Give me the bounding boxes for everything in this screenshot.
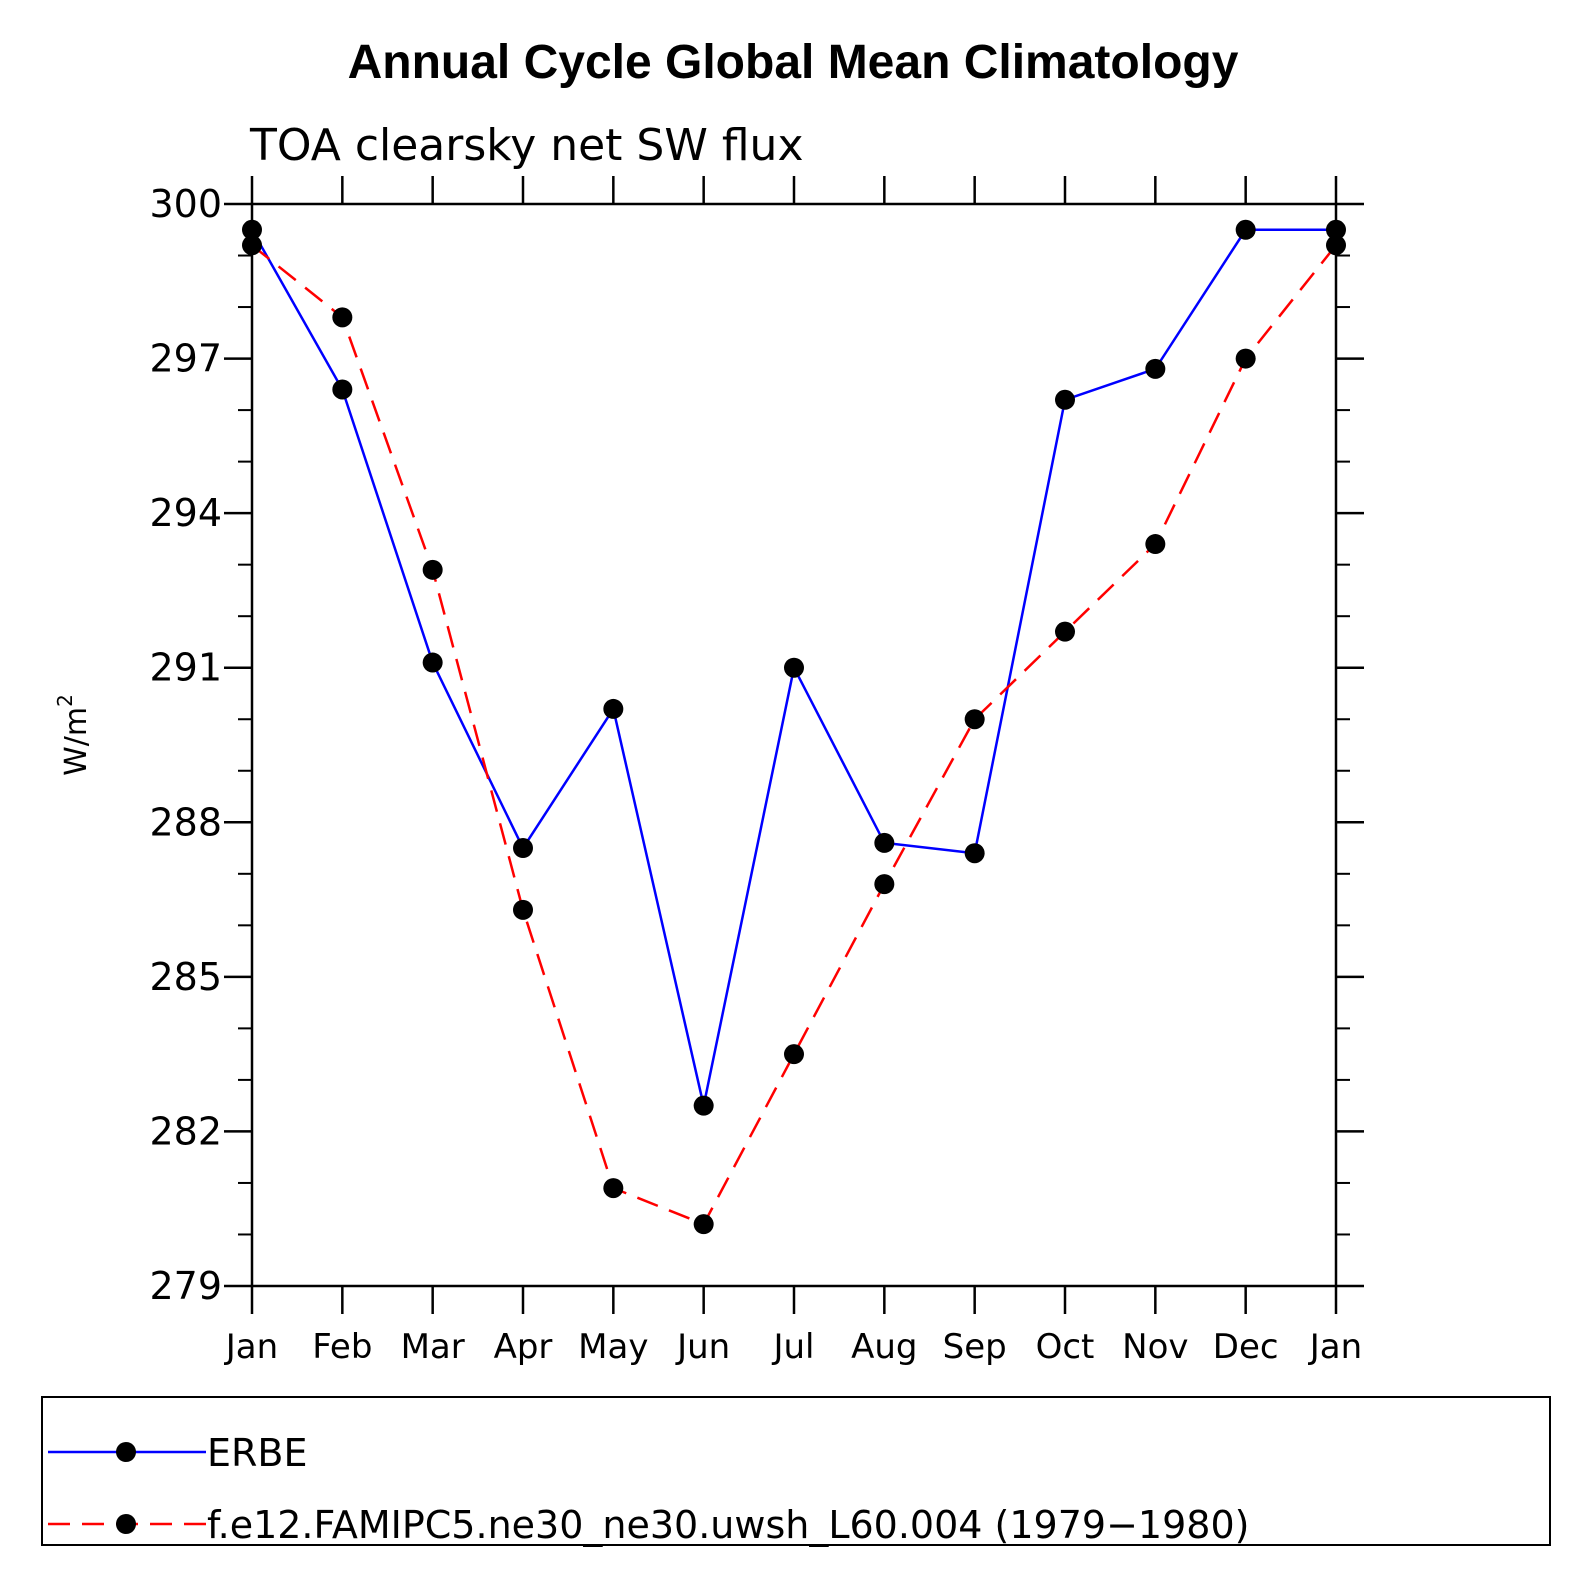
legend-box — [41, 1396, 1551, 1546]
x-tick-label: Jan — [1308, 1327, 1362, 1367]
y-axis-label-superscript: 2 — [53, 694, 77, 707]
series-1-markers — [242, 219, 1346, 1116]
y-tick-label: 279 — [149, 1264, 222, 1308]
y-tick-label: 300 — [149, 182, 222, 226]
series-line — [251, 244, 1337, 1226]
plot-frame — [250, 202, 1338, 1288]
legend-item-2: f.e12.FAMIPC5.ne30_ne30.uwsh_L60.004 (19… — [48, 1503, 1249, 1547]
plot-border — [250, 202, 1338, 1288]
y-tick-label: 297 — [149, 337, 222, 381]
y-axis-label: W/m2 — [53, 694, 94, 776]
chart-subtitle: TOA clearsky net SW flux — [249, 120, 803, 171]
x-tick-label: Feb — [312, 1327, 372, 1367]
data-point — [693, 1095, 714, 1116]
y-tick-label: 282 — [149, 1109, 222, 1153]
data-point — [1145, 358, 1166, 379]
data-point — [784, 1044, 804, 1065]
x-tick-label: Aug — [851, 1327, 917, 1367]
data-point — [422, 559, 443, 580]
data-point — [242, 235, 262, 256]
data-point — [603, 698, 624, 719]
x-tick-label: Nov — [1122, 1327, 1188, 1367]
svg-text:W/m2: W/m2 — [53, 694, 94, 776]
x-tick-label: Jul — [771, 1327, 814, 1367]
legend: ERBE f.e12.FAMIPC5.ne30_ne30.uwsh_L60.004… — [41, 1396, 1551, 1547]
data-point — [1235, 219, 1256, 240]
data-point — [1326, 219, 1346, 240]
data-point — [513, 899, 533, 920]
legend-label: ERBE — [207, 1431, 308, 1475]
data-point — [1055, 621, 1075, 642]
data-point — [1235, 348, 1256, 369]
y-tick-label: 285 — [149, 955, 222, 999]
x-tick-label: Jan — [224, 1327, 278, 1367]
data-point — [513, 838, 533, 859]
series-2-markers — [242, 235, 1346, 1235]
data-point — [1145, 534, 1166, 555]
data-point — [693, 1214, 714, 1235]
x-tick-label: Dec — [1213, 1327, 1279, 1367]
x-tick-label: Sep — [943, 1327, 1007, 1367]
x-axis-ticks: Jan Feb Mar Apr May Jun Jul Aug Sep Oct Nov Dec Jan — [224, 176, 1362, 1367]
data-point — [1055, 389, 1075, 410]
x-tick-label: Jun — [675, 1327, 730, 1367]
data-point — [332, 307, 353, 328]
data-point — [784, 657, 804, 678]
data-point — [332, 379, 353, 400]
y-tick-label: 294 — [149, 491, 222, 535]
data-point — [964, 843, 985, 864]
x-tick-label: May — [578, 1327, 648, 1367]
data-point — [874, 832, 895, 853]
data-point — [242, 219, 262, 240]
y-axis-label-text: W/m — [59, 707, 94, 776]
legend-swatch-marker — [116, 1442, 136, 1462]
data-point — [422, 652, 443, 673]
chart-title: Annual Cycle Global Mean Climatology — [348, 36, 1239, 89]
y-axis-ticks: 279 282 285 288 291 294 297 300 — [149, 182, 1364, 1308]
legend-label: f.e12.FAMIPC5.ne30_ne30.uwsh_L60.004 (19… — [207, 1503, 1249, 1547]
y-tick-label: 288 — [149, 800, 222, 844]
series-2 — [251, 244, 1337, 1226]
x-tick-label: Oct — [1036, 1327, 1095, 1367]
data-point — [603, 1178, 624, 1199]
x-tick-label: Apr — [494, 1327, 553, 1367]
y-tick-label: 291 — [149, 646, 222, 690]
x-tick-label: Mar — [401, 1327, 465, 1367]
data-point — [1326, 235, 1346, 256]
legend-items: ERBE f.e12.FAMIPC5.ne30_ne30.uwsh_L60.004… — [48, 1431, 1249, 1547]
legend-swatch-marker — [116, 1514, 136, 1534]
data-point — [874, 874, 895, 895]
data-point — [964, 709, 985, 730]
legend-item-1: ERBE — [48, 1431, 308, 1475]
series-layer — [242, 219, 1346, 1235]
